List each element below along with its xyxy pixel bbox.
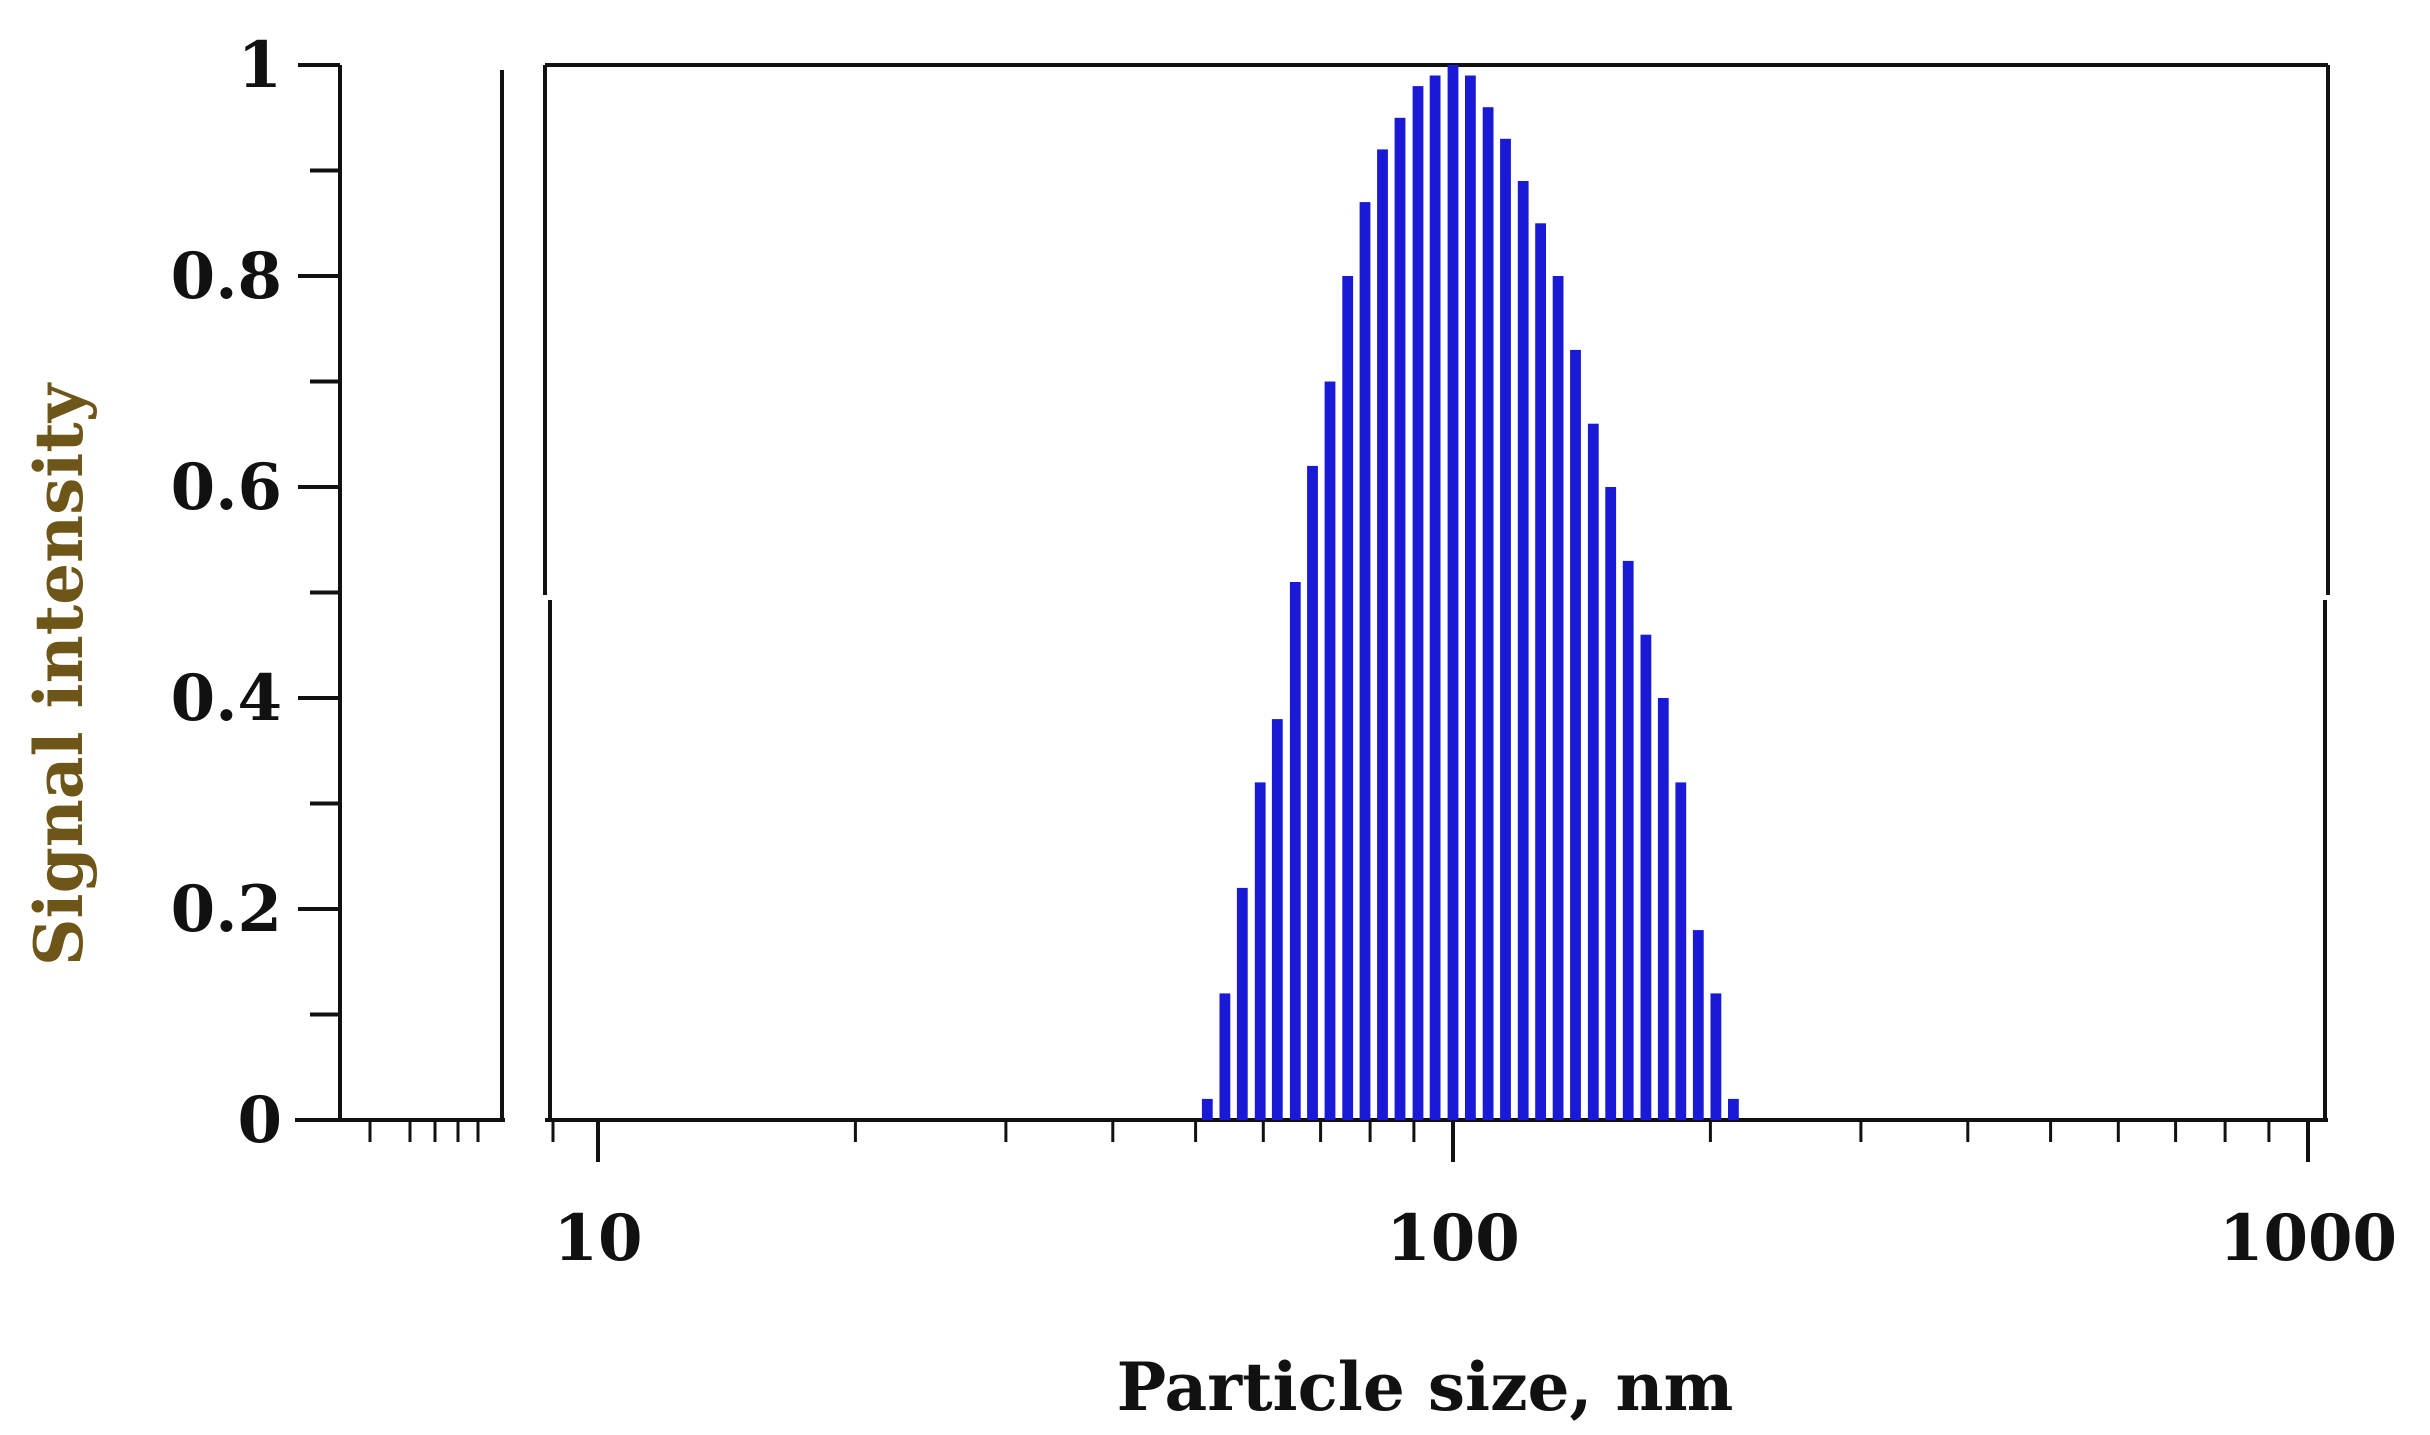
x-tick-label: 1000 xyxy=(2219,1201,2397,1276)
bar xyxy=(1535,223,1546,1121)
bar xyxy=(1289,582,1301,1120)
bar xyxy=(1500,138,1511,1121)
bar xyxy=(1728,1098,1739,1120)
bar xyxy=(1640,634,1652,1120)
y-tick-label: 0.8 xyxy=(171,239,282,314)
bar-series xyxy=(1201,65,1739,1121)
bar xyxy=(1552,276,1564,1120)
x-axis-ticks: 10 100 1000 xyxy=(551,1120,2397,1276)
bar xyxy=(1394,117,1406,1121)
bar xyxy=(1675,782,1687,1120)
bar xyxy=(1587,423,1599,1120)
x-tick-label: 10 xyxy=(553,1201,642,1276)
y-tick-label: 0.2 xyxy=(171,872,282,947)
bar xyxy=(1447,65,1459,1120)
bar xyxy=(1359,202,1371,1121)
bar xyxy=(1377,149,1388,1120)
bar xyxy=(1482,107,1494,1120)
bar xyxy=(1570,349,1581,1120)
y-axis-panel xyxy=(295,65,505,1142)
y-tick-label: 0.4 xyxy=(171,661,282,736)
bar xyxy=(1307,465,1318,1120)
bar xyxy=(1622,560,1634,1120)
bar xyxy=(1342,276,1354,1120)
bar xyxy=(1236,887,1248,1120)
bar xyxy=(1254,782,1266,1120)
bar xyxy=(1219,993,1231,1120)
bar xyxy=(1517,181,1529,1120)
bar xyxy=(1324,381,1336,1120)
bar xyxy=(1271,719,1283,1120)
y-tick-label: 1 xyxy=(237,28,282,103)
x-tick-label: 100 xyxy=(1386,1201,1520,1276)
y-tick-label: 0 xyxy=(237,1083,282,1158)
bar xyxy=(1465,75,1476,1120)
bar xyxy=(1605,487,1617,1120)
bar xyxy=(1692,930,1704,1120)
bar xyxy=(1710,993,1722,1120)
y-tick-label: 0.6 xyxy=(171,450,282,525)
y-axis-title: Signal intensity xyxy=(20,382,98,966)
bar xyxy=(1429,75,1441,1120)
bar xyxy=(1201,1098,1213,1120)
bar xyxy=(1412,86,1424,1121)
bar xyxy=(1657,698,1669,1120)
y-axis-ticks: 0 0.2 0.4 0.6 0.8 1 xyxy=(171,28,340,1158)
x-axis-title: Particle size, nm xyxy=(1117,1348,1734,1426)
